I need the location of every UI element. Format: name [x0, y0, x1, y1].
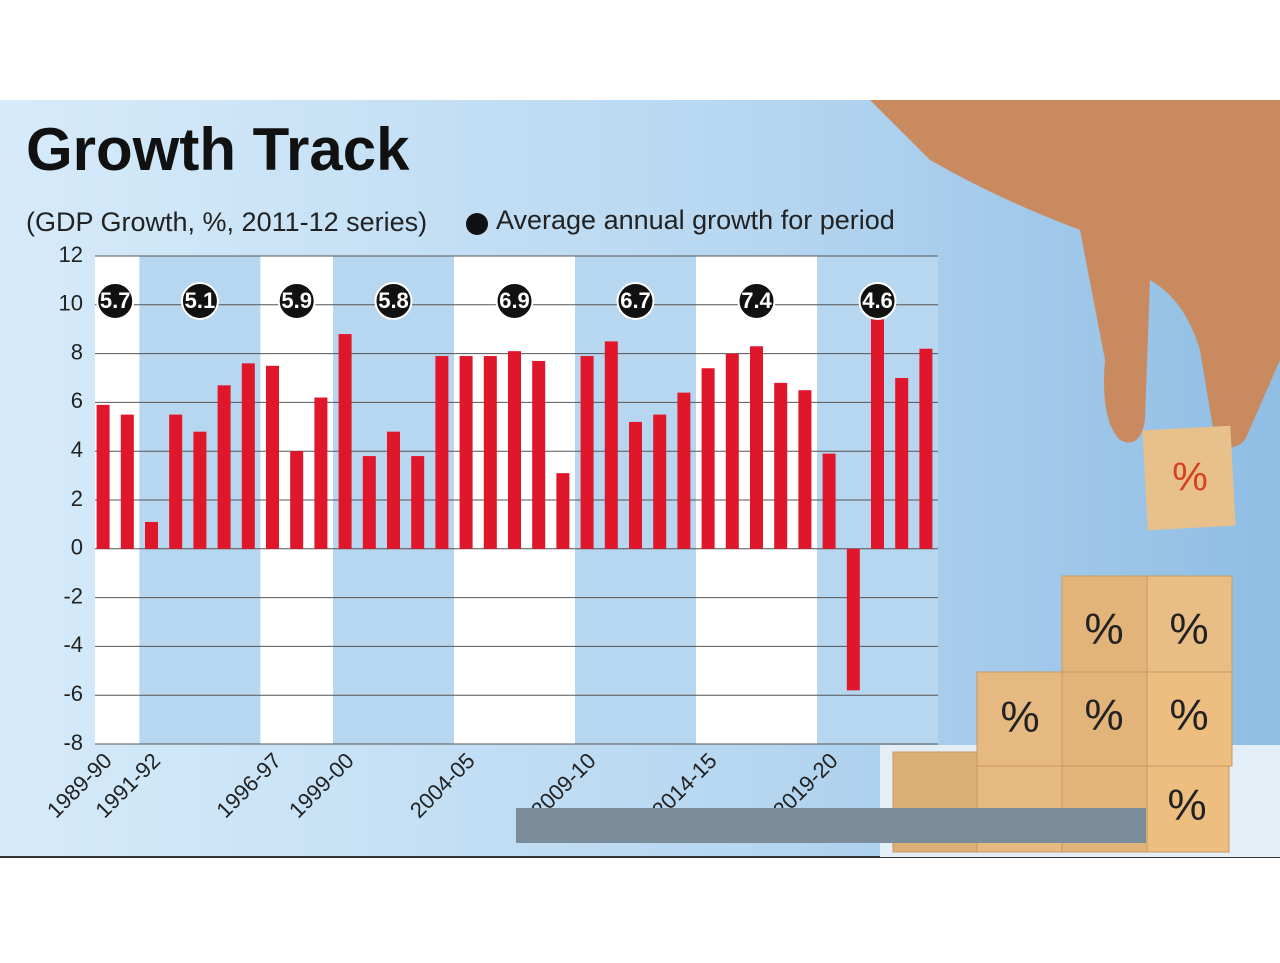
bar	[701, 368, 715, 549]
period-average-marker	[277, 282, 316, 320]
block-label: %	[1169, 605, 1208, 654]
period-average-marker	[737, 282, 776, 320]
y-tick-label: 10	[59, 291, 83, 316]
period-average-marker	[858, 282, 897, 320]
period-average-marker	[180, 282, 219, 320]
bar	[338, 334, 352, 549]
period-average-marker	[374, 282, 413, 320]
y-tick-label: 8	[71, 339, 83, 364]
block-label: %	[1172, 456, 1208, 500]
bar	[556, 473, 570, 549]
y-tick-label: 4	[71, 437, 83, 462]
y-tick-label: 12	[59, 242, 83, 267]
bar	[629, 421, 642, 549]
block	[1146, 765, 1230, 853]
bar	[241, 363, 255, 549]
bar	[798, 390, 812, 549]
photo: % % % % % % %	[516, 100, 1280, 857]
bar	[387, 431, 400, 549]
legend-label: Average annual growth for period	[496, 205, 895, 235]
block-label: %	[1169, 691, 1208, 740]
block	[1146, 671, 1233, 767]
block	[1061, 671, 1148, 767]
period-average-marker	[495, 282, 534, 320]
period-average-marker	[96, 282, 135, 320]
block	[1061, 575, 1148, 673]
bar	[362, 456, 376, 549]
block-label: %	[1167, 781, 1206, 830]
y-tick-label: -4	[63, 632, 83, 657]
chart-title: Growth Track	[26, 116, 410, 183]
bar	[677, 392, 691, 549]
bar	[871, 312, 884, 549]
bar	[290, 451, 304, 549]
bar	[266, 365, 279, 549]
period-average-label: 5.8	[378, 288, 409, 313]
bar	[145, 521, 158, 549]
period-average-label: 7.4	[741, 288, 772, 313]
block	[976, 671, 1063, 767]
chart-subtitle: (GDP Growth, %, 2011-12 series)	[26, 207, 427, 237]
bar	[846, 548, 860, 691]
bar	[459, 356, 473, 549]
hand	[870, 100, 1280, 448]
legend-marker	[466, 213, 488, 235]
y-tick-label: 0	[71, 535, 83, 560]
bar	[532, 360, 546, 549]
bar	[193, 431, 207, 549]
bar	[725, 353, 739, 549]
bar	[96, 404, 110, 549]
bar	[653, 414, 667, 549]
bar	[435, 356, 449, 549]
bar	[822, 453, 836, 549]
y-tick-label: -8	[63, 730, 83, 755]
bar	[919, 348, 933, 549]
period-average-label: 5.7	[100, 288, 131, 313]
bar	[169, 414, 183, 549]
period-average-marker	[616, 282, 655, 320]
bar	[508, 351, 521, 549]
block-label: %	[1000, 693, 1039, 742]
caption-bar	[516, 808, 1146, 843]
bar	[774, 382, 788, 549]
bar	[750, 346, 763, 549]
bar	[120, 414, 134, 549]
y-tick-label: -6	[63, 681, 83, 706]
bar	[483, 356, 497, 549]
bar	[895, 378, 909, 549]
y-tick-label: -2	[63, 583, 83, 608]
bar	[411, 456, 425, 549]
block	[1146, 575, 1233, 673]
period-average-label: 5.1	[185, 288, 216, 313]
period-average-label: 5.9	[281, 288, 312, 313]
bar	[314, 397, 328, 549]
period-average-label: 4.6	[862, 288, 893, 313]
period-average-label: 6.7	[620, 288, 651, 313]
bar	[580, 356, 594, 549]
bar	[217, 385, 231, 549]
period-average-label: 6.9	[499, 288, 530, 313]
block	[1142, 425, 1236, 531]
y-tick-label: 2	[71, 486, 83, 511]
bar	[604, 341, 618, 549]
block-label: %	[1084, 605, 1123, 654]
block-label: %	[1084, 691, 1123, 740]
y-tick-label: 6	[71, 388, 83, 413]
